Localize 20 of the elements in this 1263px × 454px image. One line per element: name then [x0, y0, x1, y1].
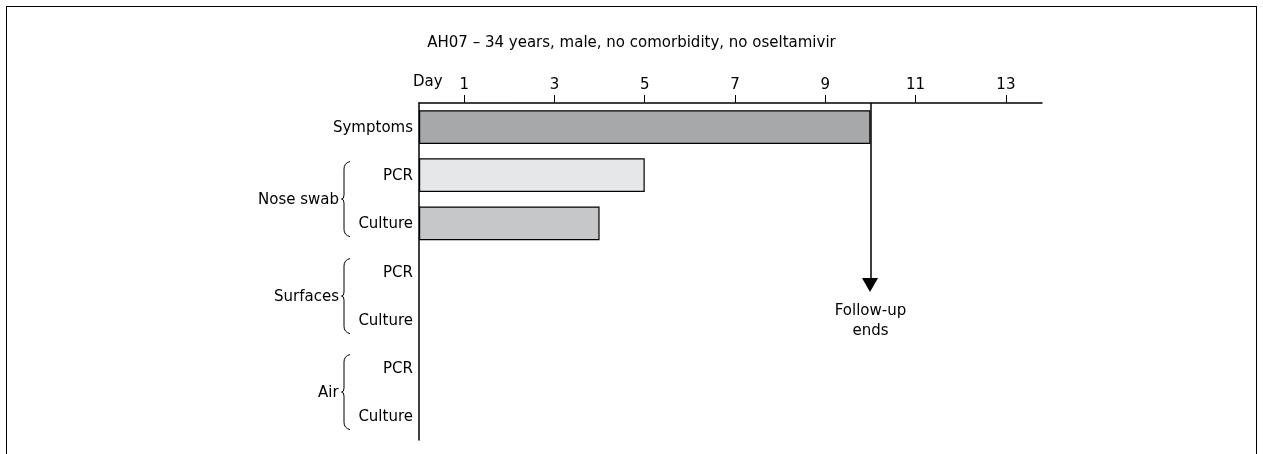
x-tick-label: 1 [459, 74, 469, 93]
y-tick-label: Symptoms [332, 118, 414, 137]
x-tick-label: 3 [549, 74, 560, 93]
y-tick-label: PCR [383, 262, 413, 281]
text: Air [318, 382, 339, 401]
x-axis-title: Day [413, 71, 443, 90]
x-tick-label: 11 [906, 74, 926, 93]
ref-line-label: Follow-up ends [834, 300, 907, 339]
y-tick-label: PCR [383, 166, 413, 185]
x-tick-label: 9 [820, 74, 831, 93]
y-tick-label: Culture [358, 214, 413, 233]
x-tick-label: 7 [730, 74, 740, 93]
x-tick-label: 13 [996, 74, 1016, 93]
text: Nose swab [258, 190, 340, 209]
y-tick-label: PCR [383, 358, 413, 377]
y-tick-label: Culture [358, 310, 413, 329]
y-tick-label: Culture [358, 406, 413, 425]
x-tick-label: 5 [639, 74, 650, 93]
chart-title: AH07 – 34 years, male, no comorbidity, no oseltamivir [427, 32, 837, 51]
text: Surfaces [274, 286, 339, 305]
